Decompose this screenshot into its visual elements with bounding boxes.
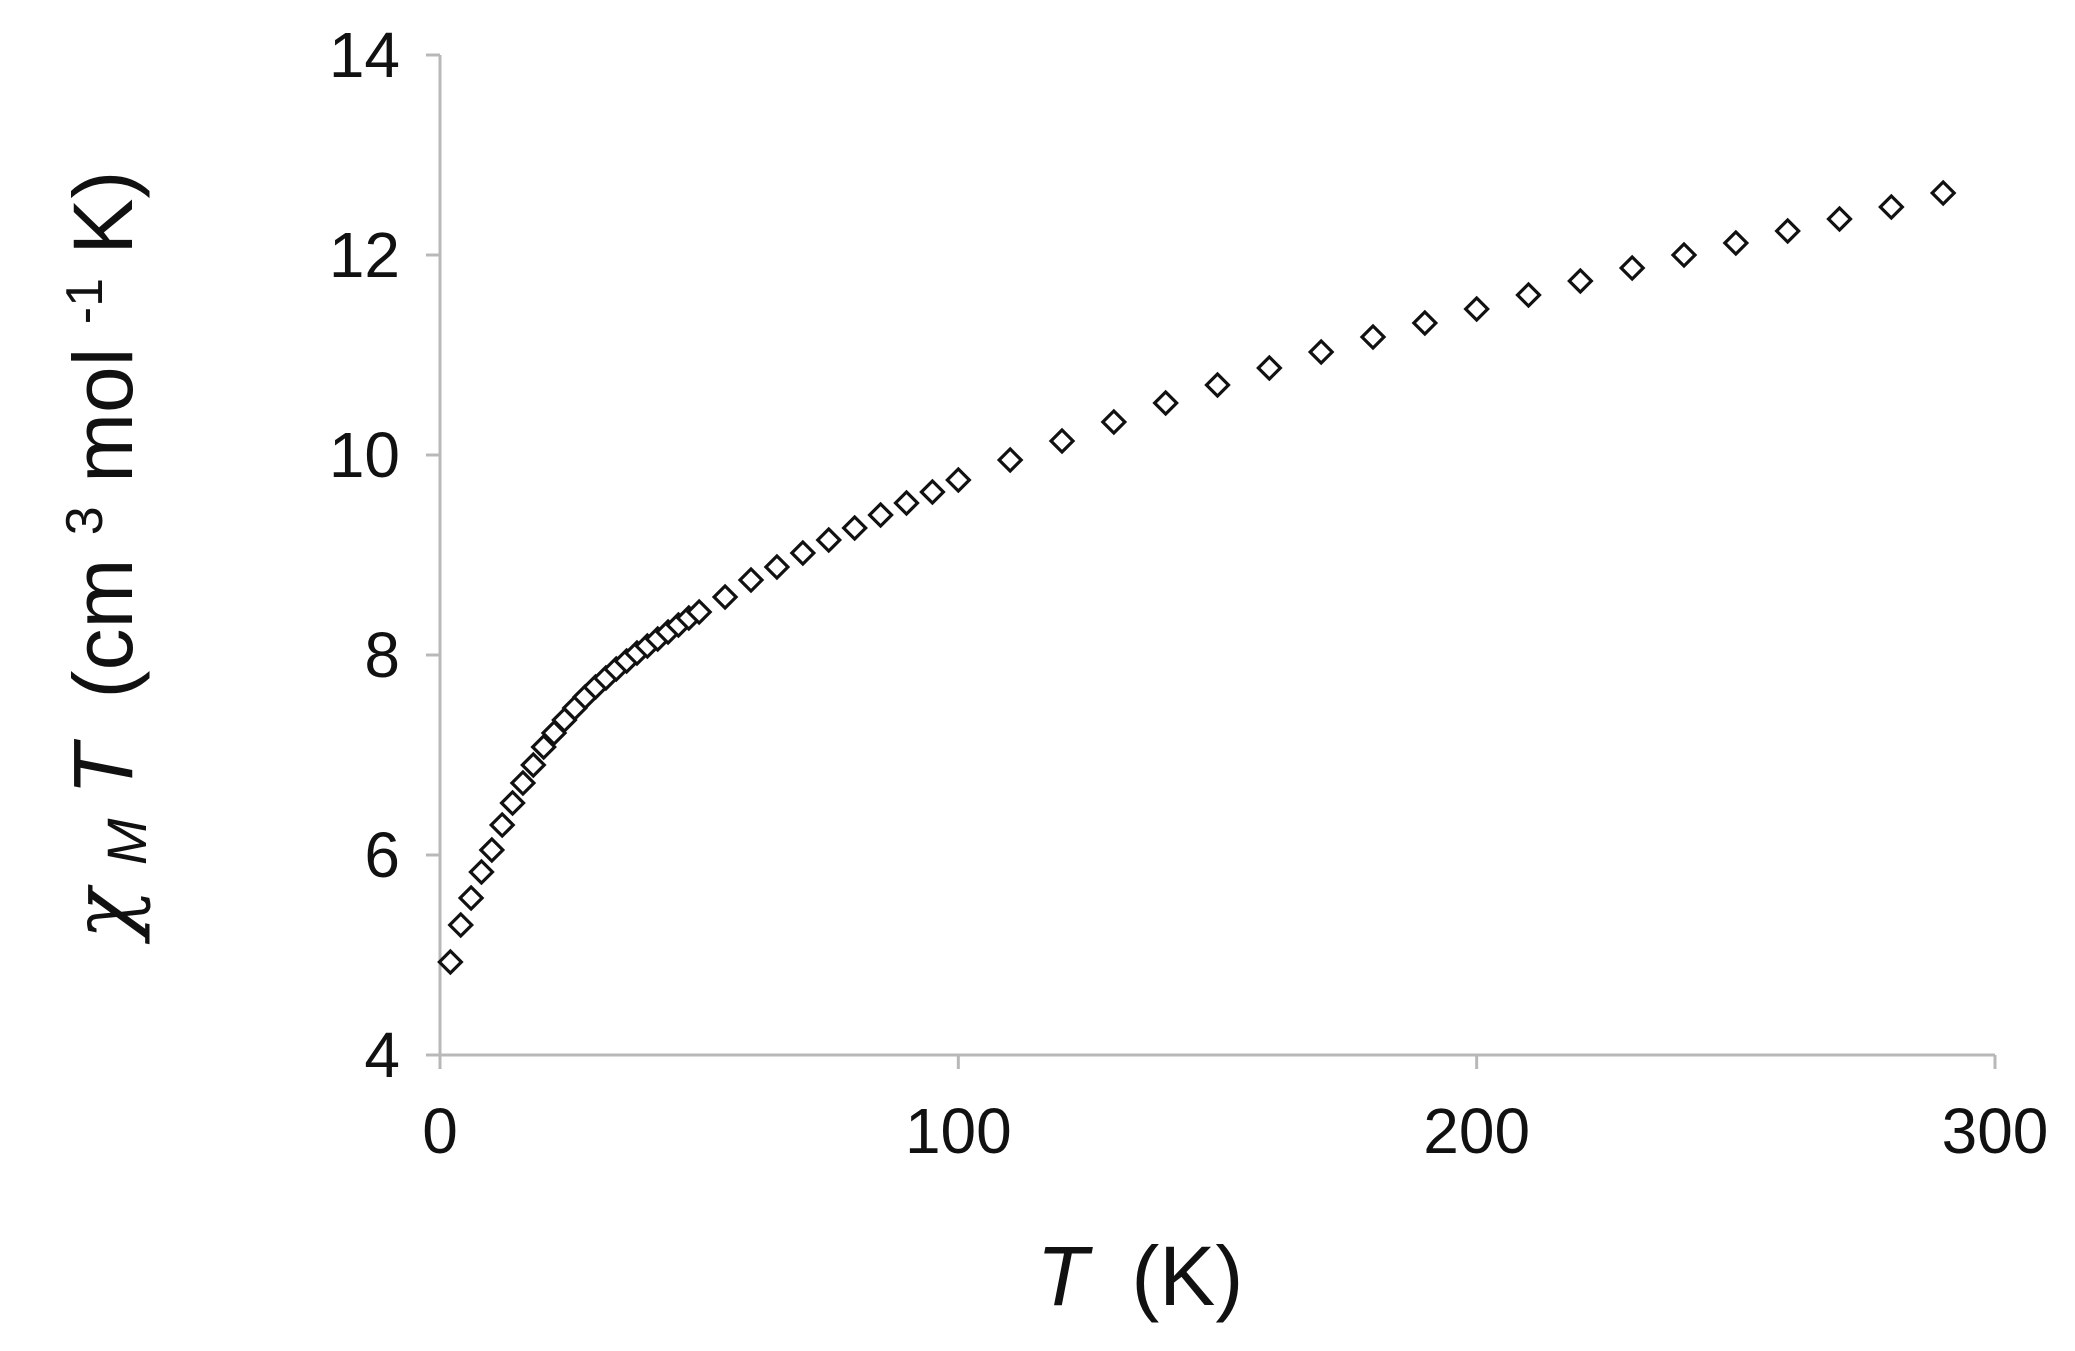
data-point [737,566,765,594]
y-tick-label-6: 6 [364,819,400,891]
data-point [1152,389,1179,417]
y-axis-unit-open: (cm [56,559,150,699]
data-point [1929,179,1957,207]
x-tick-label-100: 100 [905,1095,1012,1167]
data-point [1307,338,1335,366]
data-points [437,179,1957,976]
y-axis-unit-sup-minus1: -1 [56,278,114,324]
data-point [520,751,547,779]
y-axis-variable: T [56,738,150,795]
y-axis-unit-mol: mol [56,348,150,483]
x-axis-unit: (K) [1131,1229,1243,1323]
y-tick-label-10: 10 [329,419,400,491]
data-point [468,858,495,886]
x-tick-label-200: 200 [1423,1095,1530,1167]
data-point [1670,241,1698,269]
data-point [1256,354,1283,382]
data-point [1048,427,1076,455]
data-point [457,884,485,912]
y-axis-chi-subscript: M [95,818,158,865]
data-point [1826,205,1853,233]
data-point [815,526,843,554]
y-axis-unit-close: K) [56,171,150,255]
x-axis-variable: T [1037,1229,1094,1323]
data-point [1411,309,1439,337]
x-tick-label-300: 300 [1942,1095,2049,1167]
data-point [488,811,516,839]
x-axis-ticks: 0 100 200 300 [422,1055,2048,1167]
data-point [1359,323,1387,351]
y-tick-label-4: 4 [364,1019,400,1091]
data-point [499,789,526,817]
data-point [1878,193,1905,221]
data-point [1722,229,1750,257]
data-point [437,948,464,976]
data-point [1515,281,1542,309]
data-point [1204,371,1231,399]
y-axis-unit-sup-3: 3 [56,506,114,535]
data-point [841,514,868,542]
data-point [478,836,506,864]
y-tick-label-14: 14 [329,19,400,91]
data-point [1100,408,1128,436]
data-point [685,598,713,626]
x-tick-label-0: 0 [422,1095,458,1167]
data-point [530,733,557,761]
data-point [509,769,537,797]
data-point [711,583,739,611]
data-point [893,489,920,517]
data-point [789,539,817,567]
data-point [1463,295,1490,323]
y-axis-title: χ M T (cm 3 mol -1 K) [26,171,164,945]
data-point [996,446,1024,474]
data-point [867,501,894,529]
y-tick-label-8: 8 [364,619,400,691]
y-axis-ticks: 4 6 8 10 12 14 [329,19,440,1091]
data-point [763,553,791,581]
x-axis-title: T (K) [1037,1229,1244,1323]
y-tick-label-12: 12 [329,219,400,291]
y-axis-chi: χ [54,883,152,944]
data-point [1774,217,1801,245]
data-point [945,466,972,494]
data-point [919,478,946,506]
data-point [1618,254,1646,282]
data-point [447,911,474,939]
data-point [1567,267,1594,295]
